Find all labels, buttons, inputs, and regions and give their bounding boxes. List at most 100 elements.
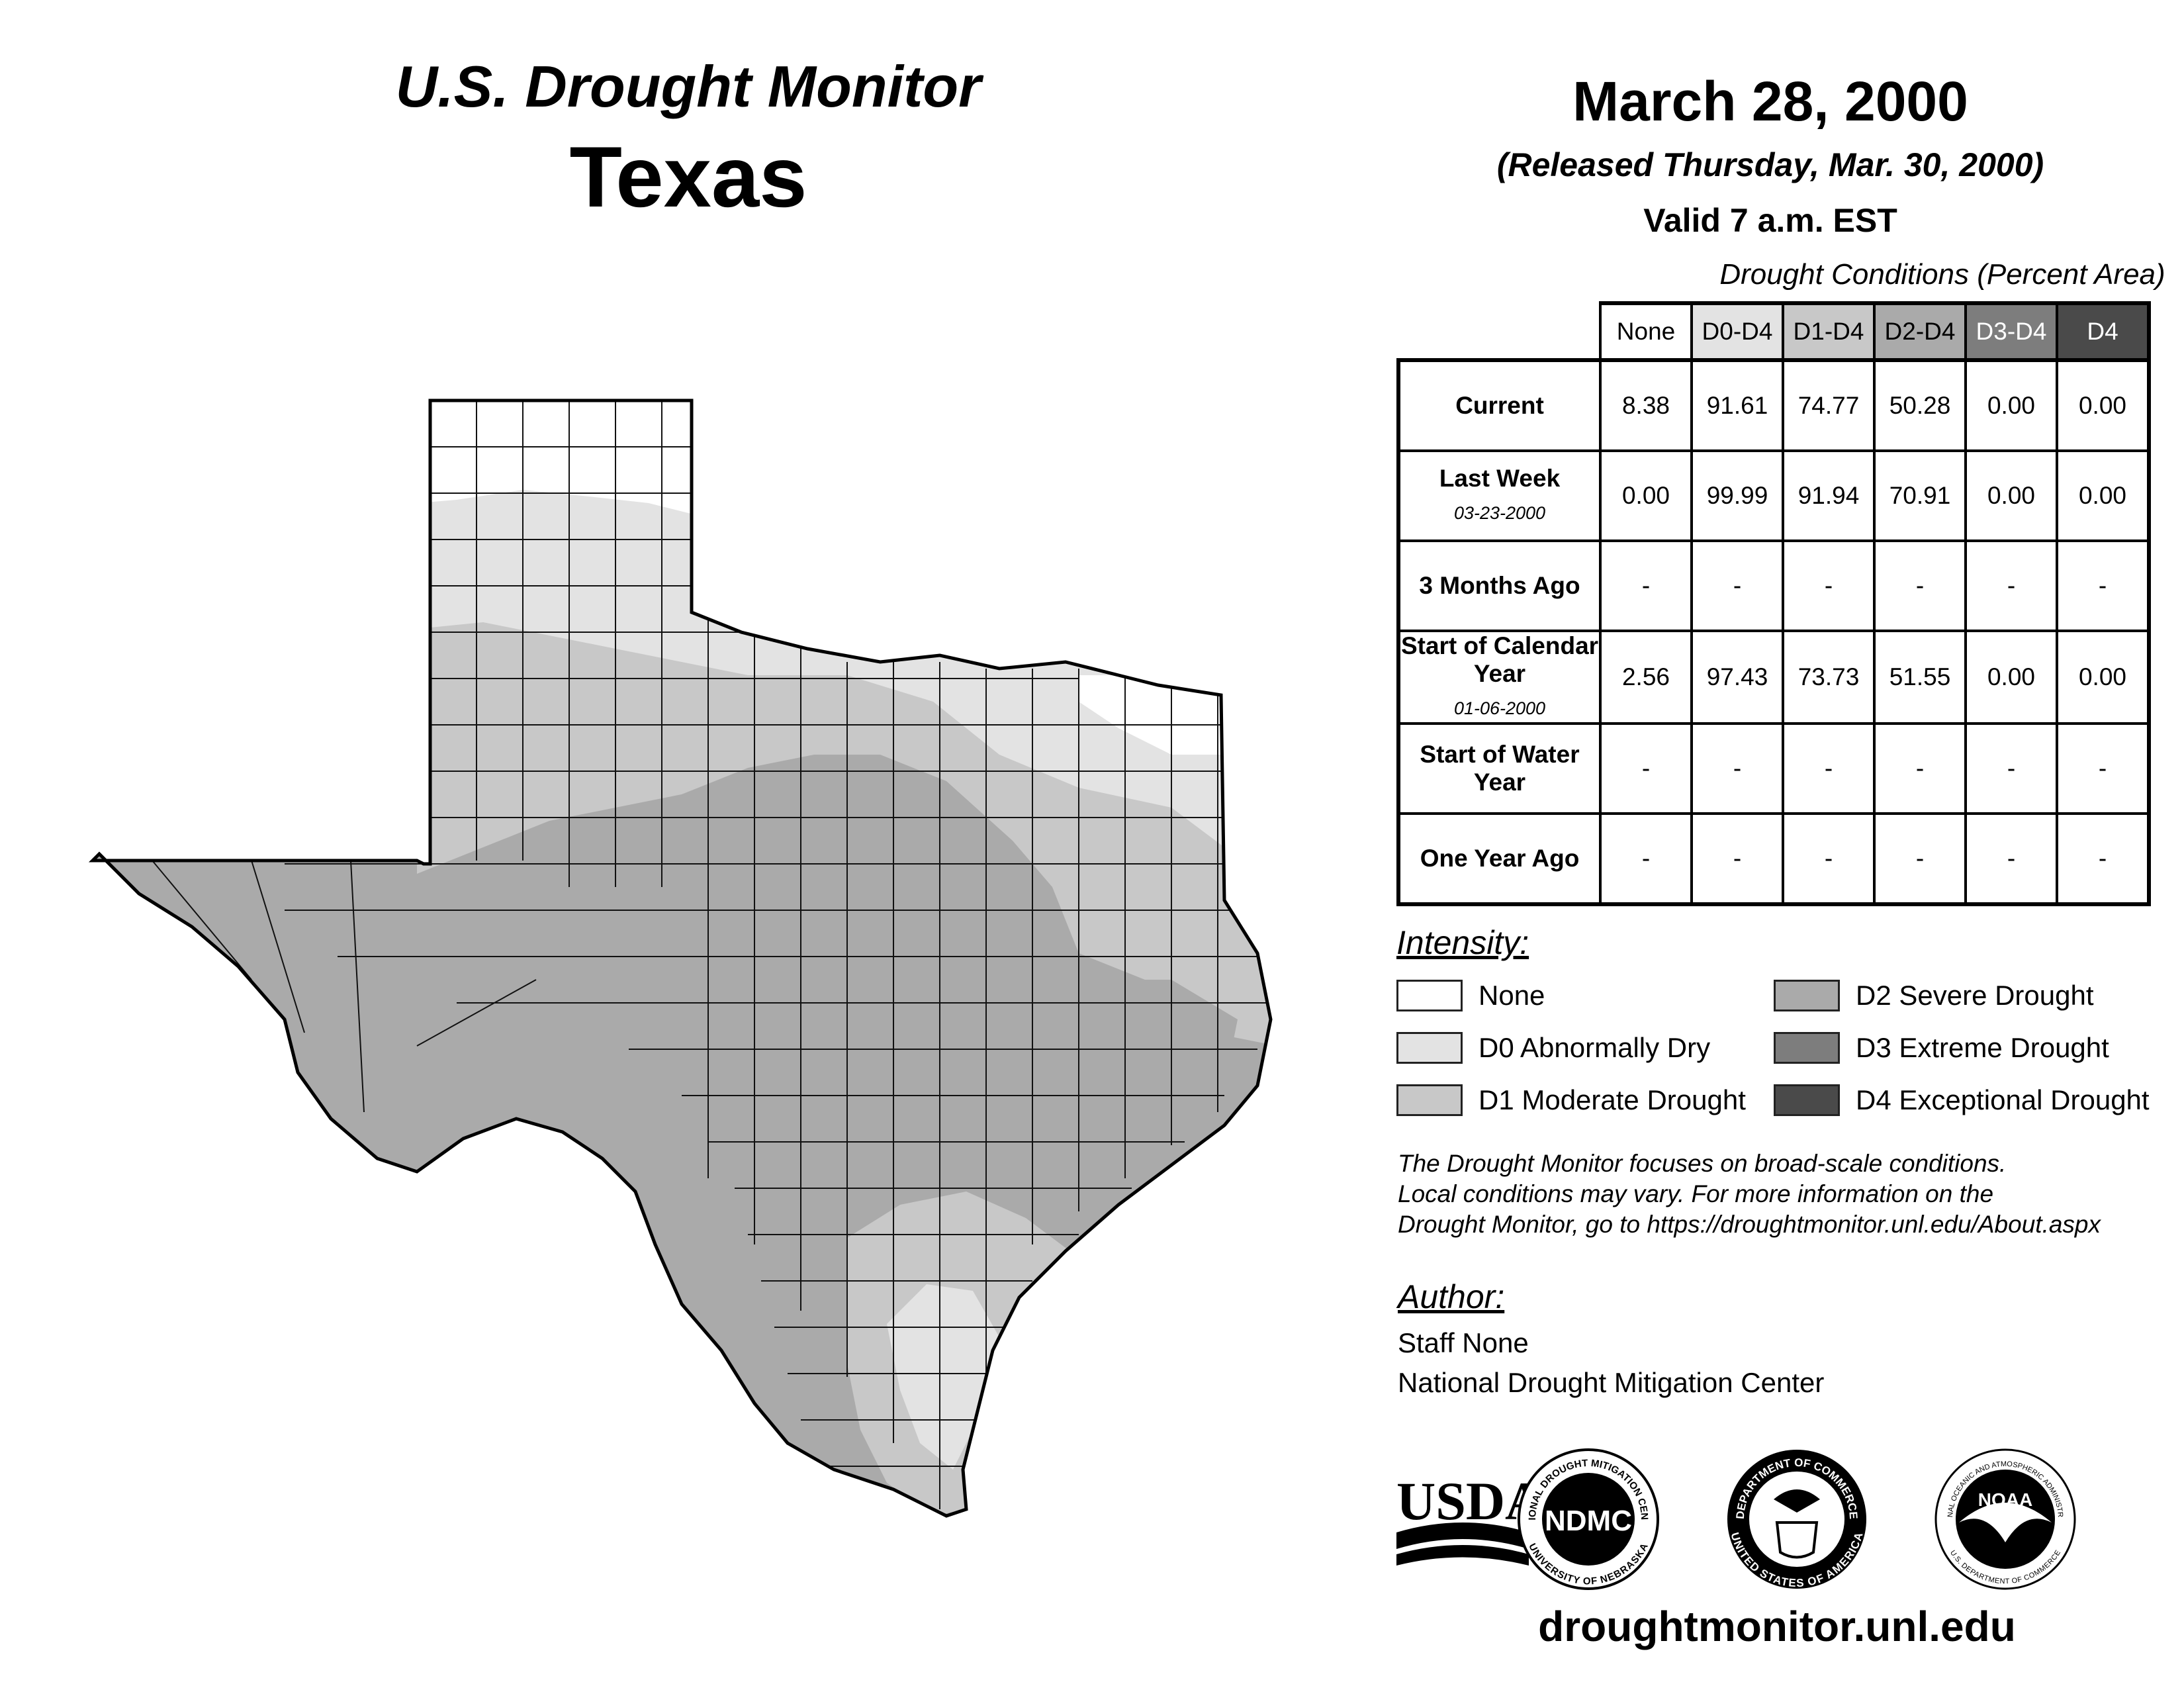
legend-label: D3 Extreme Drought: [1856, 1032, 2109, 1063]
table-cell: 0.00: [1964, 449, 2058, 542]
table-cell: -: [1599, 812, 1693, 906]
author-org: National Drought Mitigation Center: [1398, 1367, 1825, 1398]
legend-label: D0 Abnormally Dry: [1479, 1032, 1711, 1063]
row-label: Current: [1396, 359, 1602, 452]
table-row: Current 8.38 91.61 74.77 50.28 0.00 0.00: [1396, 359, 2151, 452]
col-header: D4: [2056, 301, 2151, 362]
usda-swoosh-2: [1396, 1545, 1529, 1566]
table-cell: -: [1690, 539, 1784, 632]
table-cell: 0.00: [1964, 630, 2058, 725]
site-url[interactable]: droughtmonitor.unl.edu: [1538, 1603, 2016, 1650]
noaa-bird-icon: [1959, 1503, 2052, 1542]
table-cell: 70.91: [1873, 449, 1967, 542]
table-row: Start of Water Year - - - - - -: [1396, 722, 2151, 815]
legend-swatch: [1396, 980, 1463, 1011]
table-corner: [1398, 303, 1600, 362]
date-block: March 28, 2000 (Released Thursday, Mar. …: [1357, 70, 2184, 240]
release-date: (Released Thursday, Mar. 30, 2000): [1496, 146, 2044, 183]
table-cell: -: [1782, 539, 1876, 632]
legend-item-d1: D1 Moderate Drought: [1396, 1083, 1746, 1117]
legend-swatch: [1774, 1032, 1840, 1064]
none-zone-panhandle: [417, 400, 702, 516]
table-cell: 8.38: [1599, 359, 1693, 452]
table-cell: 0.00: [2056, 359, 2151, 452]
table-cell: 51.55: [1873, 630, 1967, 725]
row-label: 3 Months Ago: [1396, 539, 1602, 632]
note-line: Local conditions may vary. For more info…: [1398, 1180, 1994, 1207]
county-grid: [152, 400, 1271, 1509]
table-cell: 91.61: [1690, 359, 1784, 452]
table-row: One Year Ago - - - - - -: [1396, 812, 2151, 906]
table-cell: -: [2056, 722, 2151, 815]
table-cell: 0.00: [1964, 359, 2058, 452]
commerce-shield: [1775, 1521, 1819, 1559]
commerce-eagle-icon: [1774, 1489, 1820, 1513]
none-zone-northeast: [1079, 675, 1224, 755]
legend-item-d4: D4 Exceptional Drought: [1774, 1083, 2150, 1117]
row-label-text: Current: [1455, 392, 1544, 419]
table-body: Current 8.38 91.61 74.77 50.28 0.00 0.00…: [1396, 359, 2151, 906]
valid-time: Valid 7 a.m. EST: [1643, 202, 1897, 239]
row-date: 03-23-2000: [1453, 503, 1546, 523]
row-label: One Year Ago: [1396, 812, 1602, 906]
col-header: D0-D4: [1690, 301, 1784, 362]
d0-zone-south: [887, 1284, 999, 1470]
legend-swatch: [1774, 980, 1840, 1011]
table-row: 3 Months Ago - - - - - -: [1396, 539, 2151, 632]
row-date: 01-06-2000: [1453, 698, 1546, 718]
row-label: Start of Water Year: [1396, 722, 1602, 815]
table-cell: -: [1964, 812, 2058, 906]
table-cell: -: [1873, 722, 1967, 815]
d2-zone-east: [1039, 980, 1238, 1152]
row-label: Last Week 03-23-2000: [1396, 449, 1602, 542]
table-cell: -: [1782, 812, 1876, 906]
drought-stats-table: None D0-D4 D1-D4 D2-D4 D3-D4 D4 Current …: [1396, 301, 2151, 906]
legend-title: Intensity:: [1396, 924, 1529, 961]
legend-swatch: [1774, 1084, 1840, 1116]
table-row: Last Week 03-23-2000 0.00 99.99 91.94 70.…: [1396, 449, 2151, 542]
noaa-wordmark: NOAA: [1978, 1489, 2032, 1510]
table-cell: 0.00: [2056, 449, 2151, 542]
table-cell: -: [1599, 722, 1693, 815]
col-header: D1-D4: [1782, 301, 1876, 362]
row-label: Start of Calendar Year 01-06-2000: [1396, 630, 1602, 725]
legend-item-d2: D2 Severe Drought: [1774, 978, 2094, 1013]
table-caption: Drought Conditions (Percent Area): [1719, 258, 2165, 291]
table-header-row: None D0-D4 D1-D4 D2-D4 D3-D4 D4: [1398, 301, 2151, 362]
row-label-text: Start of Calendar Year: [1400, 632, 1599, 687]
ndmc-wordmark: NDMC: [1545, 1505, 1632, 1537]
commerce-center: [1749, 1472, 1844, 1567]
author-name: Staff None: [1398, 1327, 1529, 1358]
table-cell: -: [1782, 722, 1876, 815]
table-cell: 99.99: [1690, 449, 1784, 542]
col-header: None: [1599, 301, 1693, 362]
table-cell: 2.56: [1599, 630, 1693, 725]
table-cell: 50.28: [1873, 359, 1967, 452]
table-cell: -: [2056, 812, 2151, 906]
author-title: Author:: [1398, 1278, 1505, 1315]
ndmc-disc: [1542, 1473, 1635, 1566]
table-cell: -: [1690, 722, 1784, 815]
row-label-text: Start of Water Year: [1420, 741, 1580, 796]
commerce-seal: DEPARTMENT OF COMMERCE UNITED STATES OF …: [1727, 1450, 1866, 1589]
table-cell: -: [2056, 539, 2151, 632]
map-date: March 28, 2000: [1572, 70, 1968, 132]
legend-item-d3: D3 Extreme Drought: [1774, 1031, 2109, 1065]
legend-swatch: [1396, 1032, 1463, 1064]
logos-svg: USDA NDMC NATIONAL DROUGHT MITIGATION CE…: [1393, 1434, 2076, 1590]
legend-label: None: [1479, 980, 1545, 1011]
title-block: U.S. Drought Monitor Texas: [199, 53, 1178, 226]
table-cell: -: [1964, 722, 2058, 815]
state-title: Texas: [569, 128, 807, 225]
legend-swatch: [1396, 1084, 1463, 1116]
row-label-text: 3 Months Ago: [1419, 572, 1580, 599]
monitor-title: U.S. Drought Monitor: [395, 54, 981, 119]
usda-swoosh-1: [1396, 1523, 1529, 1549]
legend-item-d0: D0 Abnormally Dry: [1396, 1031, 1710, 1065]
table-cell: -: [1873, 812, 1967, 906]
table-row: Start of Calendar Year 01-06-2000 2.56 97…: [1396, 630, 2151, 725]
texas-map-svg: [86, 384, 1310, 1556]
legend-item-none: None: [1396, 978, 1545, 1013]
col-header: D3-D4: [1964, 301, 2058, 362]
table-cell: -: [1873, 539, 1967, 632]
